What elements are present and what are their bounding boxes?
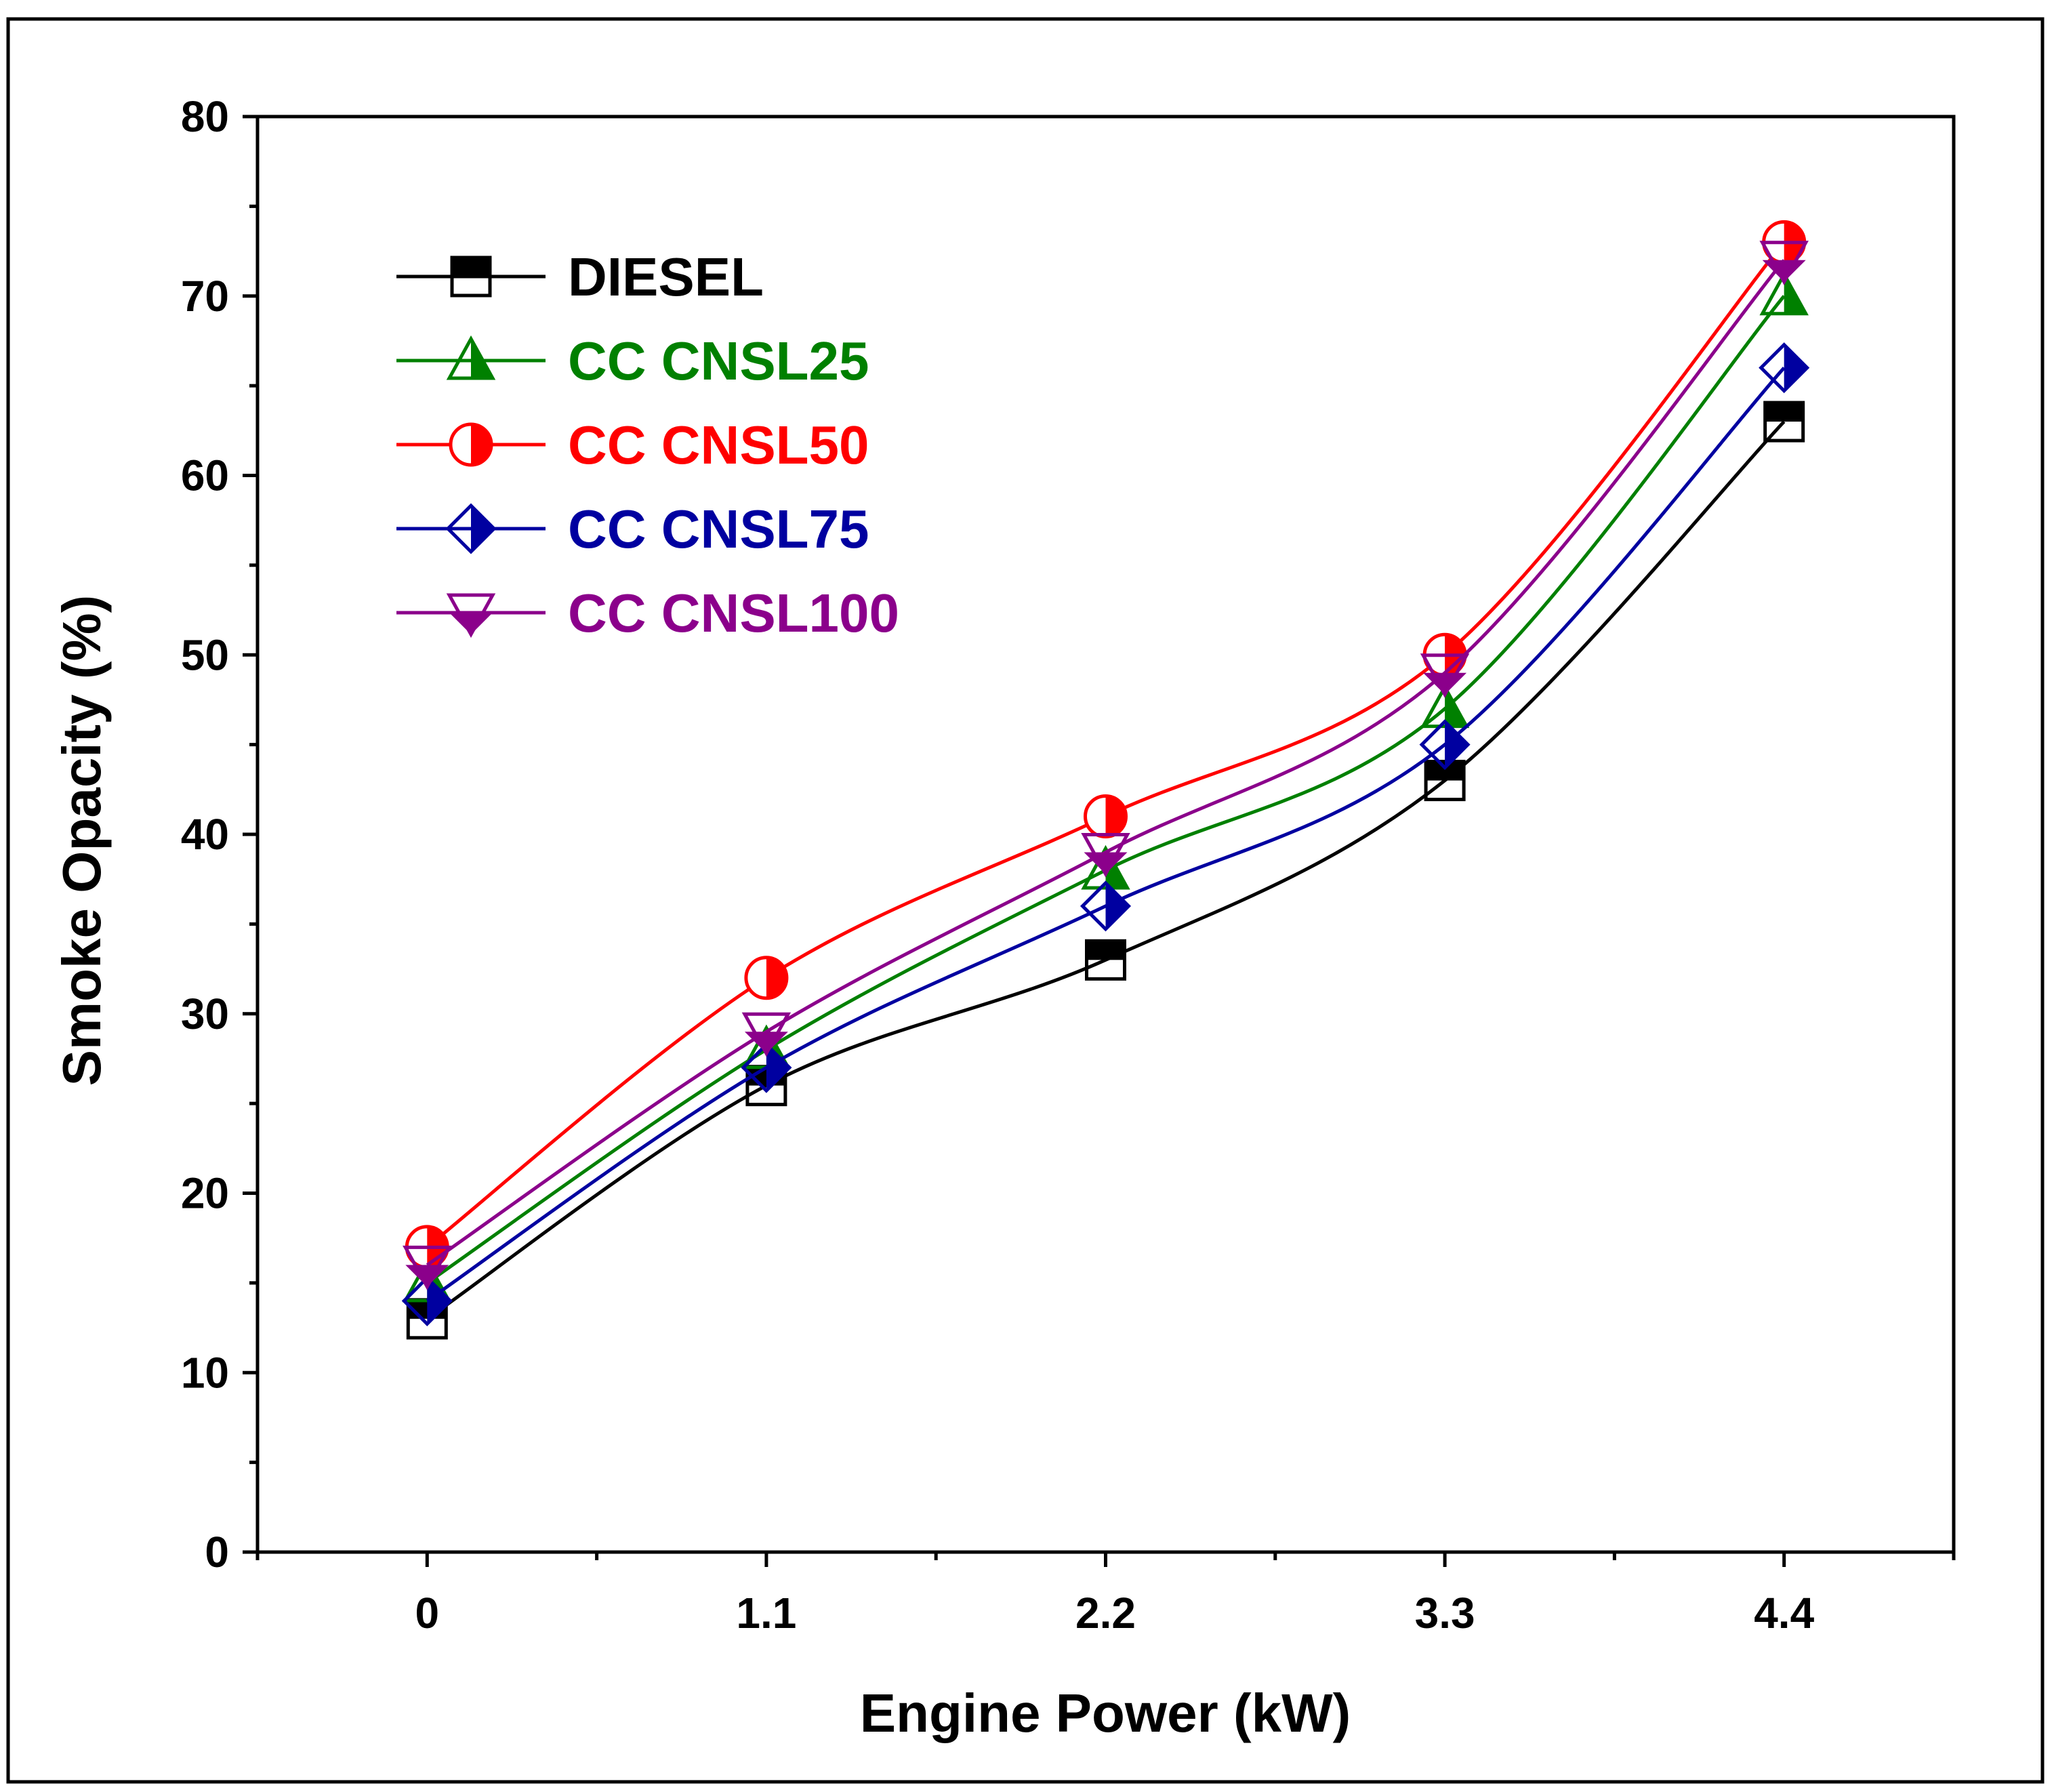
legend-marker <box>446 593 496 638</box>
x-tick-label: 1.1 <box>736 1589 796 1637</box>
series-line <box>426 295 1786 1284</box>
series-group <box>401 220 1810 1340</box>
data-point <box>401 1275 453 1326</box>
legend-item: CC CNSL50 <box>396 415 869 475</box>
y-axis-title: Smoke Opacity (%) <box>52 595 112 1086</box>
legend-label: CC CNSL75 <box>568 499 869 559</box>
data-point <box>1759 270 1809 316</box>
data-point <box>1080 880 1132 932</box>
data-point <box>1084 794 1128 839</box>
x-tick-label: 2.2 <box>1075 1589 1136 1637</box>
data-point <box>1419 719 1471 771</box>
data-point <box>1420 653 1470 698</box>
legend-label: CC CNSL25 <box>568 331 869 391</box>
x-axis-title: Engine Power (kW) <box>860 1683 1351 1743</box>
legend-label: CC CNSL100 <box>568 583 899 643</box>
data-point <box>1424 760 1466 802</box>
series-cc-cnsl75 <box>401 342 1810 1326</box>
y-tick-label: 60 <box>181 451 229 500</box>
data-point <box>1759 241 1809 285</box>
x-tick-label: 4.4 <box>1754 1589 1814 1637</box>
legend-label: DIESEL <box>568 247 764 307</box>
legend-item: CC CNSL100 <box>396 583 899 643</box>
series-cc-cnsl100 <box>403 241 1809 1290</box>
legend-item: DIESEL <box>396 247 764 307</box>
data-point <box>741 1012 792 1057</box>
y-tick-label: 80 <box>181 92 229 141</box>
legend-marker <box>449 422 493 467</box>
data-point <box>1085 939 1126 981</box>
data-point <box>1081 832 1130 878</box>
y-tick-label: 0 <box>205 1528 229 1576</box>
x-tick-label: 3.3 <box>1415 1589 1475 1637</box>
legend-marker <box>450 256 492 298</box>
y-tick-label: 50 <box>181 630 229 679</box>
y-tick-label: 20 <box>181 1169 229 1218</box>
legend-marker <box>445 503 497 554</box>
y-tick-label: 10 <box>181 1348 229 1397</box>
legend-item: CC CNSL25 <box>396 331 869 391</box>
y-tick-label: 70 <box>181 272 229 321</box>
legend-marker <box>446 335 496 380</box>
data-point <box>744 956 789 1000</box>
data-point <box>741 1042 792 1093</box>
data-point <box>403 1245 452 1290</box>
series-line <box>426 259 1786 1267</box>
legend: DIESEL CC CNSL25 CC CNSL50 CC CNSL75 CC CNSL… <box>396 247 899 643</box>
legend-item: CC CNSL75 <box>396 499 869 559</box>
legend-label: CC CNSL50 <box>568 415 869 475</box>
y-tick-label: 40 <box>181 810 229 859</box>
data-point <box>1763 401 1805 443</box>
data-point <box>1759 342 1810 394</box>
x-tick-label: 0 <box>415 1589 440 1637</box>
y-tick-label: 30 <box>181 990 229 1038</box>
y-axis: 0 10 20 30 40 50 60 70 80 <box>181 92 258 1576</box>
x-axis: 0 1.1 2.2 3.3 4.4 <box>255 1552 1956 1637</box>
